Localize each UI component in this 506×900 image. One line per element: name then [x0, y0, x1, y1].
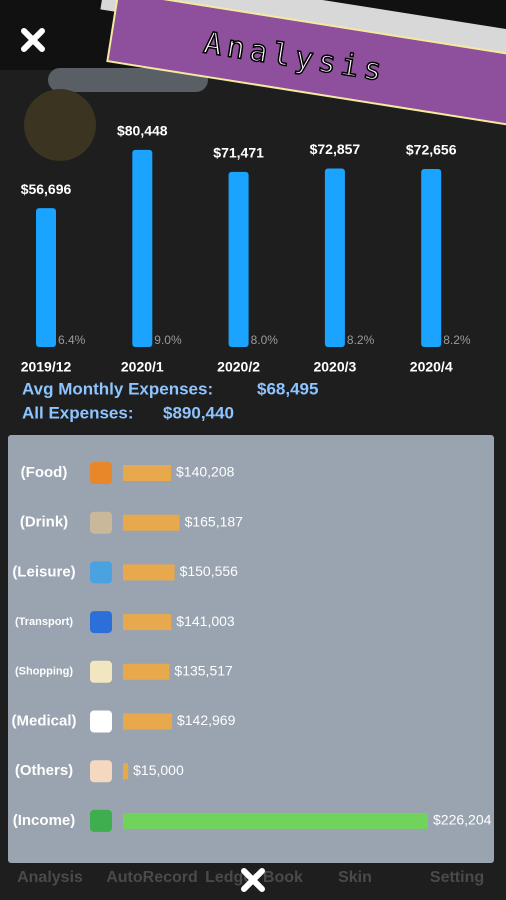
- category-name: (Drink): [20, 514, 68, 531]
- x-tick-label: 2020/2: [217, 359, 260, 375]
- category-value: $15,000: [133, 762, 184, 778]
- category-name: (Income): [13, 812, 76, 829]
- value-label: $80,448: [117, 123, 168, 139]
- category-icon: [90, 561, 112, 584]
- category-bar: [123, 763, 129, 780]
- category-icon: [90, 462, 112, 484]
- banner-front: [106, 0, 506, 128]
- category-name: (Food): [21, 464, 68, 481]
- x-tick-label: 2019/12: [21, 359, 72, 375]
- category-value: $150,556: [180, 563, 239, 579]
- x-tick-label: 2020/1: [121, 359, 164, 375]
- progress-pill: [48, 68, 208, 92]
- percent-label: 8.2%: [443, 333, 471, 347]
- percent-label: 8.2%: [347, 333, 375, 347]
- category-value: $135,517: [174, 663, 233, 679]
- banner: Analysis: [100, 0, 506, 128]
- percent-label: 6.4%: [58, 333, 86, 347]
- category-panel: [8, 435, 494, 863]
- all-label: All Expenses:: [22, 403, 134, 422]
- avg-value: $68,495: [257, 379, 318, 398]
- bar: [324, 168, 345, 347]
- percent-label: 8.0%: [251, 333, 279, 347]
- category-bar: [123, 465, 172, 481]
- category-name: (Shopping): [15, 666, 73, 678]
- category-name: (Medical): [11, 712, 76, 729]
- category-value: $165,187: [185, 513, 244, 529]
- category-icon: [90, 511, 112, 534]
- category-bar: [123, 564, 175, 581]
- avatar: [24, 89, 96, 161]
- category-name: (Leisure): [12, 563, 75, 580]
- category-bar: [123, 713, 172, 730]
- category-bar: [123, 614, 172, 631]
- category-value: $142,969: [177, 712, 236, 728]
- category-icon: [90, 760, 112, 783]
- category-icon: [90, 809, 112, 832]
- category-icon: [90, 710, 112, 733]
- category-rows: (Food) $140,208 (Drink) $165,187 (Leisure) $1…: [11, 462, 492, 832]
- value-label: $71,471: [213, 145, 264, 161]
- close-button-bottom[interactable]: [241, 868, 265, 892]
- all-value: $890,440: [163, 403, 234, 422]
- avg-label: Avg Monthly Expenses:: [22, 379, 213, 398]
- category-bar: [123, 663, 170, 680]
- bar: [421, 168, 442, 347]
- value-label: $72,656: [406, 142, 457, 158]
- category-name: (Others): [15, 762, 73, 779]
- category-value: $141,003: [176, 613, 235, 629]
- category-value: $226,204: [433, 812, 492, 828]
- bar: [132, 149, 153, 347]
- x-tick-label: 2020/3: [313, 359, 356, 375]
- category-icon: [90, 611, 112, 634]
- category-value: $140,208: [176, 464, 235, 480]
- category-name: (Transport): [15, 616, 73, 628]
- tab-label: Analysis: [17, 869, 83, 886]
- x-tick-label: 2020/4: [410, 359, 453, 375]
- value-label: $72,857: [310, 141, 361, 157]
- tab-label: AutoRecord: [106, 869, 198, 886]
- category-icon: [90, 660, 112, 683]
- bar: [228, 171, 249, 347]
- bar: [36, 208, 56, 347]
- bar-chart: $56,696 2019/12 6.4% $80,448 2020/1 9.0% $71,4…: [21, 123, 471, 375]
- category-bar: [123, 514, 180, 531]
- close-button[interactable]: [21, 28, 45, 52]
- category-bar: [123, 812, 428, 829]
- tab-label: Setting: [430, 869, 484, 886]
- tab-label: Skin: [338, 869, 372, 886]
- percent-label: 9.0%: [154, 333, 182, 347]
- value-label: $56,696: [21, 181, 72, 197]
